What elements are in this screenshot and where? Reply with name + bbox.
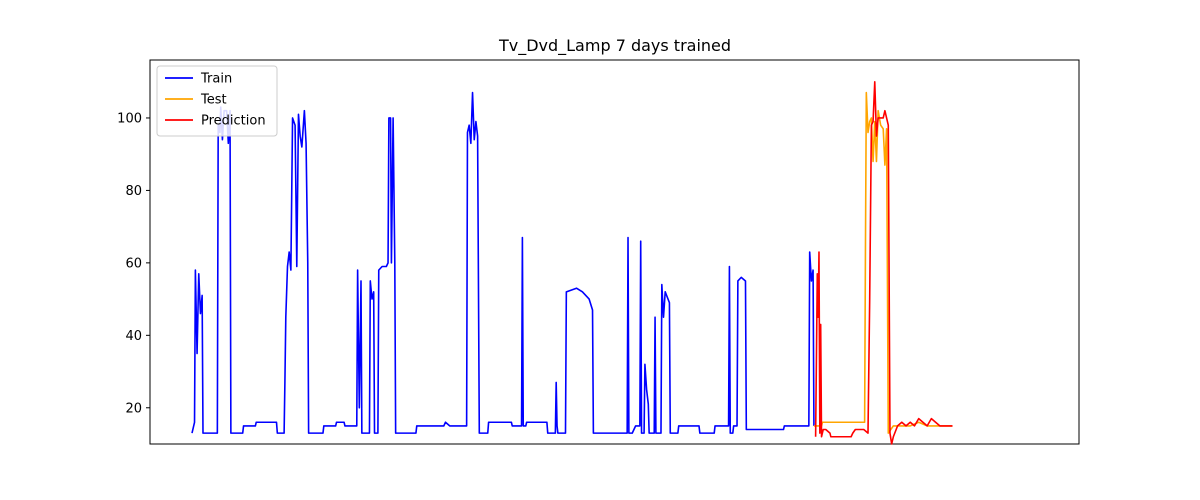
plot-area: [149, 59, 1080, 445]
series-line-train: [191, 91, 815, 434]
series-line-prediction: [814, 80, 953, 445]
chart-title: Tv_Dvd_Lamp 7 days trained: [498, 36, 731, 56]
y-tick-label: 20: [125, 401, 142, 416]
series-layer: [191, 80, 953, 445]
legend-label-prediction: Prediction: [201, 114, 266, 129]
y-tick-label: 100: [117, 111, 142, 126]
legend-label-train: Train: [200, 72, 232, 87]
y-tick-label: 80: [125, 184, 142, 199]
y-tick-label: 60: [125, 256, 142, 271]
legend: Train Test Prediction: [156, 65, 278, 137]
y-tick-label: 40: [125, 329, 142, 344]
y-axis: 20 40 60 80 100: [117, 111, 150, 416]
legend-box: [156, 65, 278, 137]
legend-label-test: Test: [200, 93, 227, 108]
